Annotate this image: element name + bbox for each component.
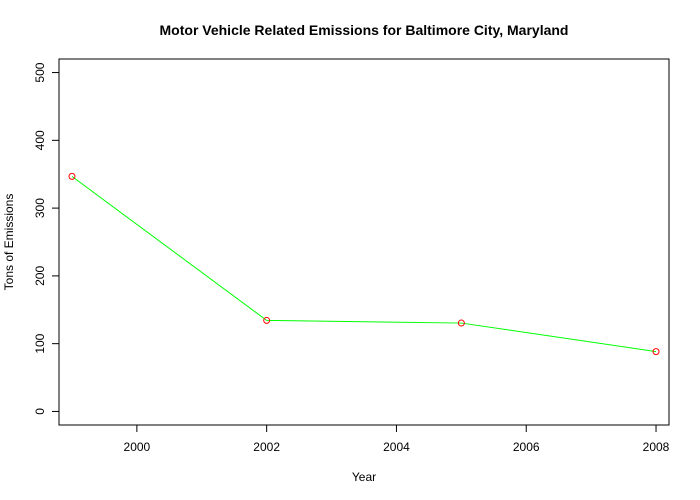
x-axis-label: Year <box>352 470 376 484</box>
x-tick-label: 2006 <box>513 440 540 454</box>
y-tick-label: 100 <box>33 333 47 353</box>
chart-title: Motor Vehicle Related Emissions for Balt… <box>160 22 569 38</box>
y-tick-label: 500 <box>33 62 47 82</box>
data-point <box>457 319 465 327</box>
series-line <box>71 175 657 353</box>
y-axis-label: Tons of Emissions <box>2 194 16 291</box>
y-tick-label: 400 <box>33 130 47 150</box>
x-tick-label: 2004 <box>383 440 410 454</box>
data-point <box>68 172 76 180</box>
x-tick-label: 2002 <box>253 440 280 454</box>
series-layer <box>68 172 660 356</box>
y-tick-label: 0 <box>33 408 47 415</box>
data-point <box>652 348 660 356</box>
x-tick-label: 2000 <box>124 440 151 454</box>
data-point <box>263 316 271 324</box>
y-tick-label: 200 <box>33 266 47 286</box>
y-tick-label: 300 <box>33 198 47 218</box>
y-axis: 0 100 200 300 400 500 <box>33 62 60 415</box>
x-axis: 2000 2002 2004 2006 2008 <box>124 424 670 454</box>
x-tick-label: 2008 <box>643 440 670 454</box>
